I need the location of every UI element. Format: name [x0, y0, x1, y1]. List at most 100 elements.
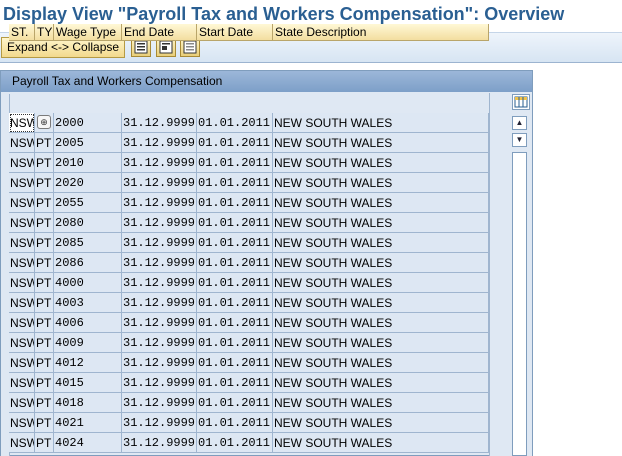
cell-end-date[interactable]: 31.12.9999 [122, 273, 197, 293]
cell-start-date[interactable]: 01.01.2011 [197, 273, 273, 293]
cell-end-date[interactable]: 31.12.9999 [122, 313, 197, 333]
cell-wage-type[interactable]: 4024 [54, 433, 122, 453]
cell-ty[interactable]: PT [35, 353, 54, 373]
column-header-st[interactable]: ST. [9, 24, 35, 41]
cell-state-description[interactable]: NEW SOUTH WALES [273, 413, 489, 433]
cell-state-description[interactable]: NEW SOUTH WALES [273, 213, 489, 233]
cell-ty[interactable]: PT [35, 333, 54, 353]
cell-wage-type[interactable]: 2086 [54, 253, 122, 273]
cell-st[interactable]: NSW [9, 173, 35, 193]
cell-start-date[interactable]: 01.01.2011 [197, 293, 273, 313]
cell-end-date[interactable]: 31.12.9999 [122, 213, 197, 233]
cell-state-description[interactable]: NEW SOUTH WALES [273, 273, 489, 293]
cell-start-date[interactable]: 01.01.2011 [197, 253, 273, 273]
cell-state-description[interactable]: NEW SOUTH WALES [273, 133, 489, 153]
cell-st[interactable]: NSW [9, 433, 35, 453]
cell-state-description[interactable]: NEW SOUTH WALES [273, 353, 489, 373]
cell-state-description[interactable]: NEW SOUTH WALES [273, 153, 489, 173]
cell-start-date[interactable]: 01.01.2011 [197, 133, 273, 153]
cell-wage-type[interactable]: 4003 [54, 293, 122, 313]
cell-wage-type[interactable]: 2020 [54, 173, 122, 193]
cell-state-description[interactable]: NEW SOUTH WALES [273, 313, 489, 333]
cell-st[interactable]: NSW [9, 393, 35, 413]
cell-wage-type[interactable]: 2005 [54, 133, 122, 153]
scroll-down-button[interactable]: ▼ [512, 133, 527, 147]
cell-end-date[interactable]: 31.12.9999 [122, 133, 197, 153]
cell-start-date[interactable]: 01.01.2011 [197, 193, 273, 213]
cell-ty[interactable]: PT [35, 193, 54, 213]
cell-st[interactable]: NSW [9, 153, 35, 173]
cell-end-date[interactable]: 31.12.9999 [122, 233, 197, 253]
deselect-all-button[interactable] [180, 37, 200, 57]
cell-ty[interactable]: PT [35, 133, 54, 153]
cell-wage-type[interactable]: 2000 [54, 113, 122, 133]
cell-ty[interactable]: PT [35, 253, 54, 273]
cell-st[interactable]: NSW [9, 133, 35, 153]
cell-st[interactable]: NSW [9, 193, 35, 213]
cell-state-description[interactable]: NEW SOUTH WALES [273, 293, 489, 313]
cell-start-date[interactable]: 01.01.2011 [197, 373, 273, 393]
cell-ty[interactable]: PT [35, 293, 54, 313]
cell-start-date[interactable]: 01.01.2011 [197, 233, 273, 253]
cell-st[interactable]: NSW [9, 353, 35, 373]
cell-end-date[interactable]: 31.12.9999 [122, 293, 197, 313]
cell-st[interactable]: NSW [9, 293, 35, 313]
cell-state-description[interactable]: NEW SOUTH WALES [273, 193, 489, 213]
cell-end-date[interactable]: 31.12.9999 [122, 373, 197, 393]
cell-end-date[interactable]: 31.12.9999 [122, 153, 197, 173]
cell-end-date[interactable]: 31.12.9999 [122, 173, 197, 193]
cell-end-date[interactable]: 31.12.9999 [122, 413, 197, 433]
column-header-state-description[interactable]: State Description [273, 24, 489, 41]
cell-end-date[interactable]: 31.12.9999 [122, 433, 197, 453]
cell-end-date[interactable]: 31.12.9999 [122, 193, 197, 213]
cell-start-date[interactable]: 01.01.2011 [197, 213, 273, 233]
cell-start-date[interactable]: 01.01.2011 [197, 393, 273, 413]
cell-ty[interactable]: PT [35, 173, 54, 193]
cell-wage-type[interactable]: 4015 [54, 373, 122, 393]
cell-st[interactable]: NSW [9, 233, 35, 253]
cell-wage-type[interactable]: 4000 [54, 273, 122, 293]
cell-st[interactable]: NSW [9, 273, 35, 293]
cell-state-description[interactable]: NEW SOUTH WALES [273, 373, 489, 393]
cell-st[interactable]: NSW [9, 313, 35, 333]
cell-wage-type[interactable]: 2055 [54, 193, 122, 213]
column-header-end-date[interactable]: End Date [122, 24, 197, 41]
cell-wage-type[interactable]: 4021 [54, 413, 122, 433]
cell-state-description[interactable]: NEW SOUTH WALES [273, 233, 489, 253]
cell-start-date[interactable]: 01.01.2011 [197, 153, 273, 173]
cell-ty[interactable]: PT [35, 433, 54, 453]
cell-start-date[interactable]: 01.01.2011 [197, 353, 273, 373]
table-settings-button[interactable] [512, 94, 530, 110]
cell-ty[interactable]: PT [35, 233, 54, 253]
cell-start-date[interactable]: 01.01.2011 [197, 313, 273, 333]
cell-wage-type[interactable]: 4006 [54, 313, 122, 333]
cell-st[interactable]: NSW [9, 253, 35, 273]
cell-st[interactable]: NSW [9, 413, 35, 433]
cell-start-date[interactable]: 01.01.2011 [197, 433, 273, 453]
cell-st[interactable]: NSW [9, 373, 35, 393]
cell-end-date[interactable]: 31.12.9999 [122, 353, 197, 373]
cell-ty[interactable]: ⊕ [35, 113, 54, 133]
column-header-ty[interactable]: TY [35, 24, 54, 41]
cell-state-description[interactable]: NEW SOUTH WALES [273, 173, 489, 193]
cell-end-date[interactable]: 31.12.9999 [122, 113, 197, 133]
cell-state-description[interactable]: NEW SOUTH WALES [273, 253, 489, 273]
cell-state-description[interactable]: NEW SOUTH WALES [273, 433, 489, 453]
cell-ty[interactable]: PT [35, 413, 54, 433]
cell-ty[interactable]: PT [35, 313, 54, 333]
cell-wage-type[interactable]: 4009 [54, 333, 122, 353]
cell-end-date[interactable]: 31.12.9999 [122, 253, 197, 273]
cell-wage-type[interactable]: 4018 [54, 393, 122, 413]
column-header-start-date[interactable]: Start Date [197, 24, 273, 41]
cell-st[interactable]: NSW [9, 213, 35, 233]
cell-wage-type[interactable]: 4012 [54, 353, 122, 373]
cell-ty[interactable]: PT [35, 153, 54, 173]
cell-wage-type[interactable]: 2085 [54, 233, 122, 253]
cell-state-description[interactable]: NEW SOUTH WALES [273, 393, 489, 413]
cell-st[interactable]: NSW [9, 113, 35, 133]
cell-st[interactable]: NSW [9, 333, 35, 353]
cell-start-date[interactable]: 01.01.2011 [197, 113, 273, 133]
cell-ty[interactable]: PT [35, 373, 54, 393]
cell-end-date[interactable]: 31.12.9999 [122, 393, 197, 413]
cell-ty[interactable]: PT [35, 273, 54, 293]
